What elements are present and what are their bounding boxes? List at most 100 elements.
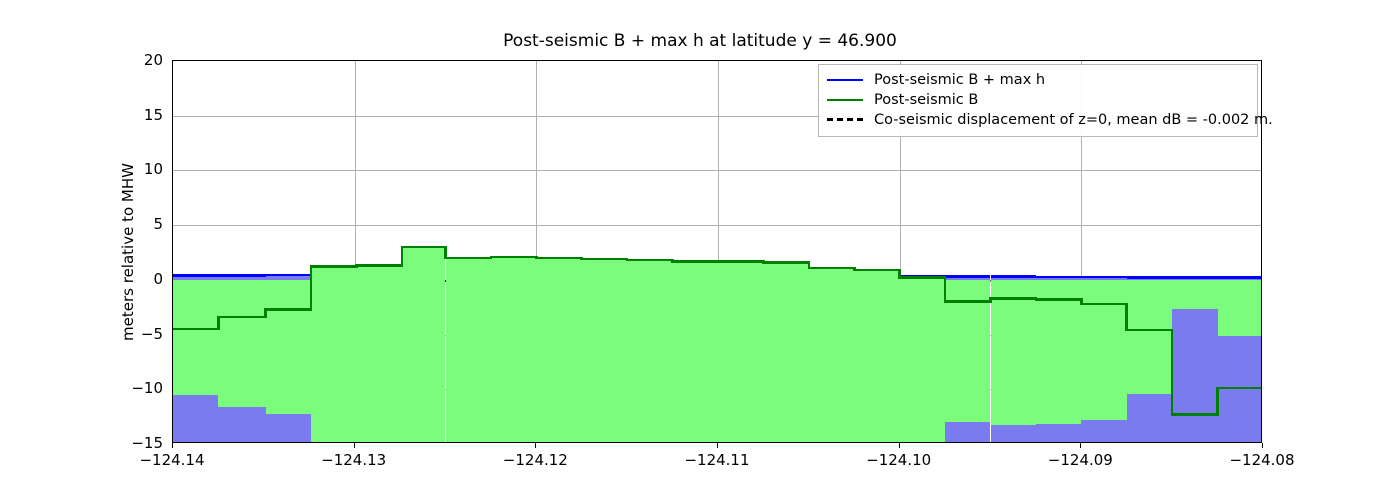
series-edge-vertical	[852, 266, 856, 272]
series-fill-segment	[945, 279, 991, 423]
series-edge-horizontal	[218, 273, 266, 277]
series-edge-horizontal	[581, 257, 628, 261]
series-edge-vertical	[580, 256, 584, 261]
series-edge-horizontal	[1081, 302, 1127, 306]
y-tick-label: 15	[143, 105, 163, 124]
series-edge-horizontal	[173, 273, 219, 277]
series-fill-segment	[763, 262, 809, 442]
y-tick-mark	[172, 61, 173, 62]
series-edge-horizontal	[990, 275, 1036, 279]
series-edge-horizontal	[1035, 298, 1082, 301]
series-edge-vertical	[989, 297, 992, 304]
series-edge-horizontal	[945, 300, 991, 304]
series-fill-segment	[1126, 279, 1173, 394]
x-tick-label: −124.13	[321, 451, 387, 469]
legend-box: Post-seismic B + max h Post-seismic B Co-s…	[818, 64, 1273, 137]
series-fill-segment	[490, 256, 537, 442]
legend-label: Post-seismic B	[874, 92, 979, 108]
x-tick-mark	[717, 443, 718, 448]
series-edge-vertical	[807, 261, 811, 270]
series-edge-horizontal	[218, 315, 266, 319]
series-fill-segment	[1035, 279, 1082, 425]
series-edge-vertical	[217, 315, 220, 331]
grid-line-horizontal	[173, 170, 1261, 172]
legend-swatch-line	[827, 93, 863, 107]
series-edge-horizontal	[1081, 275, 1127, 279]
series-edge-horizontal	[990, 297, 1036, 300]
series-fill-segment	[173, 279, 219, 395]
series-fill-segment	[445, 257, 491, 442]
series-edge-vertical	[898, 268, 901, 279]
series-edge-horizontal	[854, 268, 900, 272]
y-tick-label: 5	[153, 215, 163, 234]
series-edge-horizontal	[945, 275, 991, 279]
series-edge-vertical	[400, 245, 404, 267]
grid-line-vertical	[899, 61, 901, 442]
x-tick-mark	[1080, 443, 1082, 448]
series-edge-horizontal	[356, 264, 402, 267]
grid-line-horizontal	[173, 225, 1261, 227]
y-tick-label: −15	[131, 434, 163, 452]
x-tick-label: −124.11	[684, 451, 750, 469]
series-edge-horizontal	[763, 261, 809, 264]
legend-label: Post-seismic B + max h	[874, 72, 1046, 88]
series-edge-horizontal	[672, 259, 718, 263]
series-edge-vertical	[943, 276, 947, 304]
y-tick-label: 0	[153, 269, 163, 288]
series-fill-segment	[311, 266, 357, 442]
grid-line-vertical	[536, 61, 538, 442]
series-fill-segment	[990, 279, 1036, 426]
grid-line-horizontal	[173, 115, 1261, 117]
chart-title: Post-seismic B + max h at latitude y = 4…	[503, 31, 897, 51]
x-tick-label: −124.14	[139, 451, 205, 469]
series-fill-segment	[808, 267, 855, 442]
series-fill-segment	[854, 270, 900, 442]
series-edge-horizontal	[1217, 276, 1261, 279]
series-fill-segment	[672, 261, 718, 442]
series-edge-horizontal	[808, 266, 855, 270]
series-fill-segment	[1172, 279, 1218, 310]
x-tick-mark	[898, 443, 900, 448]
series-fill-segment	[265, 279, 312, 415]
legend-swatch-dashed	[827, 113, 863, 127]
series-fill-segment	[627, 260, 673, 442]
series-edge-horizontal	[1217, 386, 1261, 390]
series-edge-horizontal	[265, 308, 312, 311]
y-tick-mark	[172, 225, 173, 226]
series-edge-horizontal	[311, 265, 357, 269]
series-edge-vertical	[1125, 302, 1129, 332]
series-edge-horizontal	[265, 273, 312, 277]
series-fill-segment	[1217, 279, 1261, 336]
series-edge-vertical	[309, 265, 313, 311]
x-tick-label: −124.12	[502, 451, 568, 469]
series-edge-vertical	[1080, 298, 1083, 306]
series-fill-segment	[218, 279, 266, 407]
series-fill-segment	[1081, 279, 1127, 420]
grid-line-vertical	[718, 61, 719, 442]
x-tick-mark	[535, 443, 537, 448]
x-tick-label: −124.09	[1047, 451, 1113, 469]
y-tick-label: 10	[143, 160, 163, 179]
series-edge-vertical	[1216, 386, 1219, 416]
x-tick-label: −124.10	[866, 451, 932, 469]
series-fill-segment	[581, 259, 628, 442]
y-axis-label: meters relative to MHW	[119, 162, 137, 341]
legend-item: Co-seismic displacement of z=0, mean dB …	[827, 110, 1273, 130]
y-tick-label: 20	[143, 51, 163, 69]
series-fill-segment	[899, 277, 946, 442]
series-edge-horizontal	[1126, 275, 1173, 279]
legend-swatch-line	[827, 73, 863, 87]
series-edge-horizontal	[536, 256, 582, 260]
series-edge-horizontal	[1035, 275, 1082, 279]
grid-line-vertical	[354, 61, 356, 442]
series-edge-horizontal	[1172, 275, 1218, 279]
x-tick-label: −124.08	[1229, 451, 1295, 469]
series-edge-horizontal	[718, 259, 764, 263]
x-tick-mark	[172, 443, 173, 448]
series-edge-horizontal	[899, 276, 946, 279]
x-tick-mark	[353, 443, 355, 448]
series-edge-horizontal	[1172, 413, 1218, 416]
series-edge-horizontal	[1126, 328, 1173, 332]
series-edge-horizontal	[173, 327, 219, 331]
